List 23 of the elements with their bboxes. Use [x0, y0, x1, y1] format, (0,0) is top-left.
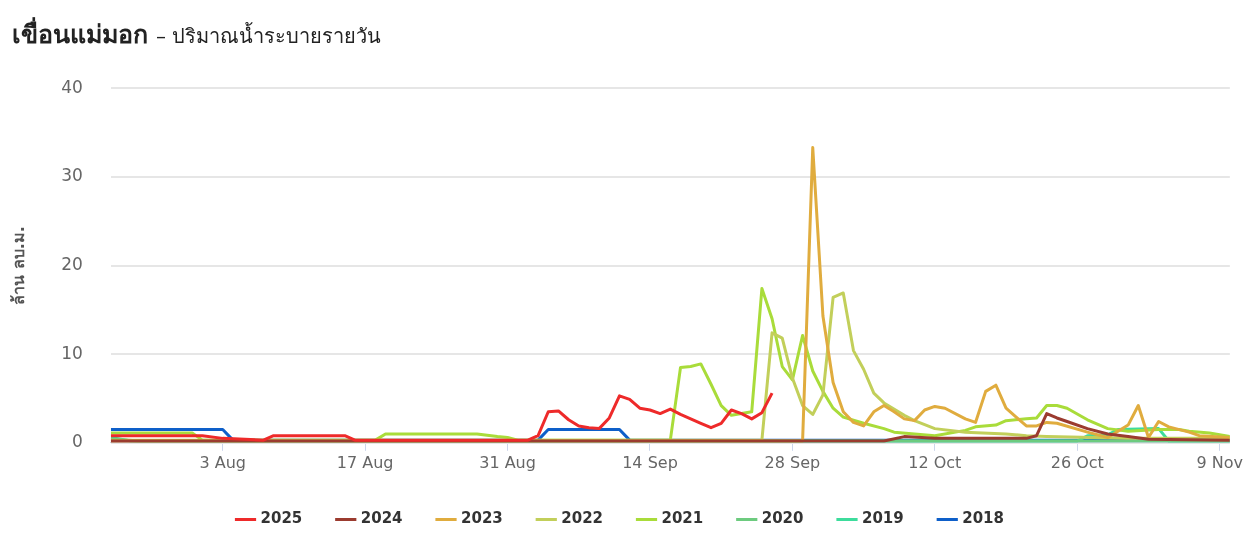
x-tick-label: 12 Oct [908, 452, 962, 472]
legend-label: 2023 [461, 509, 503, 528]
x-tick-label: 17 Aug [336, 452, 394, 472]
x-tick-label: 26 Oct [1050, 452, 1104, 472]
x-tick-label: 28 Sep [764, 452, 821, 472]
legend-label: 2018 [962, 509, 1004, 528]
y-tick-label: 0 [72, 431, 83, 452]
y-tick-label: 40 [61, 76, 83, 97]
x-tick-label: 3 Aug [199, 452, 246, 472]
y-tick-label: 10 [61, 342, 83, 363]
legend-label: 2021 [661, 509, 704, 528]
legend-label: 2024 [360, 509, 403, 528]
legend-label: 2022 [561, 509, 603, 528]
x-tick-label: 9 Nov [1196, 452, 1243, 472]
y-tick-label: 30 [61, 165, 83, 186]
legend-label: 2025 [260, 509, 303, 528]
y-axis-title: ล้าน ลบ.ม. [8, 226, 28, 305]
legend-label: 2019 [862, 509, 904, 528]
chart-subtitle: – ปริมาณน้ำระบายรายวัน [156, 24, 382, 48]
legend-label: 2020 [761, 509, 804, 528]
y-tick-label: 20 [61, 253, 83, 274]
x-tick-label: 14 Sep [622, 452, 678, 472]
x-tick-label: 31 Aug [479, 452, 536, 472]
